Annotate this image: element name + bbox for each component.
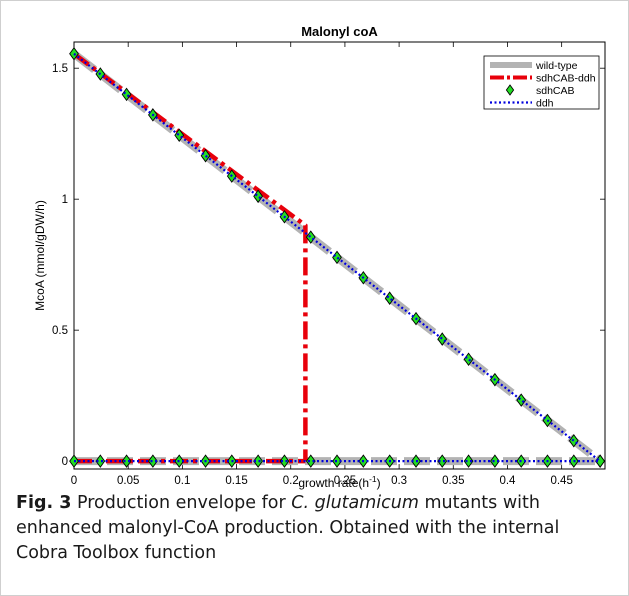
x-axis-label-exponent: -1 (369, 474, 377, 484)
x-tick-label: 0 (71, 475, 77, 487)
legend-sdhcab-swatch (505, 84, 515, 96)
y-tick-label: 0.5 (52, 325, 68, 337)
series-sdhcab-point (332, 454, 342, 468)
series-sdhcab-point (253, 454, 263, 468)
x-tick-label: 0.3 (391, 475, 407, 487)
legend-wild-type-label: wild-type (535, 60, 578, 72)
caption-figure-label: Fig. 3 (16, 493, 72, 513)
chart-title: Malonyl coA (301, 24, 378, 39)
series-sdhcab-point (121, 454, 132, 468)
legend-ddh-label: ddh (536, 98, 554, 110)
y-tick-label: 1 (62, 194, 68, 206)
y-axis-label: McoA (mmol/gDW/h) (33, 200, 47, 311)
x-axis-label-base: growth rate(h (298, 476, 369, 490)
x-tick-label: 0.25 (334, 475, 356, 487)
series-sdhcab-point (253, 189, 263, 204)
series-layer (69, 47, 605, 468)
series-sdhcab-point (384, 291, 395, 305)
x-tick-label: 0.15 (225, 475, 247, 487)
caption-text-start: Production envelope for (71, 493, 292, 513)
legend-sdhcab-ddh-label: sdhCAB-ddh (536, 73, 596, 85)
y-tick-label: 1.5 (52, 63, 68, 75)
x-tick-label: 0.35 (442, 475, 464, 487)
caption-species-name: C. glutamicum (291, 493, 419, 513)
series-sdhcab-point (121, 87, 132, 102)
x-tick-label: 0.1 (174, 475, 190, 487)
series-sdhcab-point (305, 454, 316, 468)
legend-sdhcab-label: sdhCAB (536, 85, 575, 97)
series-ddh (73, 52, 601, 463)
series-sdhcab-point (148, 454, 158, 468)
caption-text-end: mutants with enhanced malonyl-CoA produc… (16, 493, 560, 563)
x-tick-label: 0.05 (117, 475, 139, 487)
series-sdhcab-point (516, 393, 527, 407)
series-ddh-upper-line (73, 52, 601, 462)
series-sdhcab-point (437, 332, 448, 346)
series-sdhcab-point (490, 454, 500, 468)
x-tick-label: 0.45 (550, 475, 572, 487)
series-sdhcab-point (279, 454, 290, 468)
x-tick-label: 0.2 (283, 475, 299, 487)
x-axis-label: growth rate(h-1) (298, 474, 380, 490)
x-tick-label: 0.4 (499, 475, 516, 487)
series-sdhcab-point (437, 454, 448, 468)
y-tick-label: 0 (62, 456, 68, 468)
x-axis-label-close: ) (377, 476, 381, 490)
figure-caption: Fig. 3 Production envelope for C. glutam… (16, 491, 616, 566)
series-sdhcab-point (69, 47, 79, 61)
malonyl-coa-chart: 0 0.05 0.1 0.15 0.2 0.25 0.3 0.35 0.4 0.45 0 0.5 1 1.… (33, 24, 606, 490)
series-sdhcab-point (95, 454, 106, 468)
series-sdhcab-point (463, 454, 474, 468)
